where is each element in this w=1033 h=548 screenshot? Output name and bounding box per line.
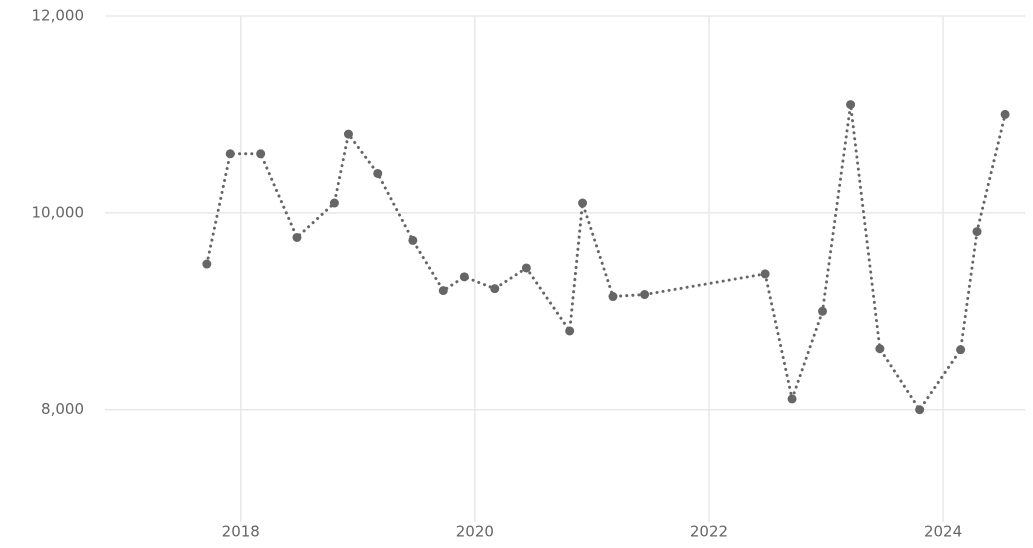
data-point — [818, 306, 828, 316]
series-line — [205, 104, 1007, 413]
data-point — [490, 284, 500, 294]
data-point — [408, 235, 418, 245]
data-point — [760, 269, 770, 279]
data-point — [875, 344, 885, 354]
data-point — [915, 405, 925, 415]
data-point — [292, 232, 302, 242]
x-tick-label: 2022 — [690, 523, 728, 541]
data-point — [329, 198, 339, 208]
data-point — [608, 292, 618, 302]
data-point — [578, 198, 588, 208]
data-point — [343, 129, 353, 139]
y-tick-label: 12,000 — [32, 7, 85, 25]
y-tick-label: 8,000 — [41, 400, 84, 418]
data-point — [373, 168, 383, 178]
data-point — [846, 100, 856, 110]
x-tick-label: 2020 — [456, 523, 494, 541]
data-point — [521, 263, 531, 273]
data-point — [640, 290, 650, 300]
y-tick-label: 10,000 — [32, 203, 85, 221]
data-point — [972, 227, 982, 237]
data-point — [438, 286, 448, 296]
data-point — [565, 326, 575, 336]
data-point — [956, 345, 966, 355]
data-point — [787, 394, 797, 404]
data-point — [256, 149, 266, 159]
data-point — [225, 149, 235, 159]
data-point — [202, 259, 212, 269]
x-tick-label: 2024 — [924, 523, 962, 541]
x-tick-label: 2018 — [222, 523, 260, 541]
data-point — [1000, 109, 1010, 119]
data-point — [459, 272, 469, 282]
